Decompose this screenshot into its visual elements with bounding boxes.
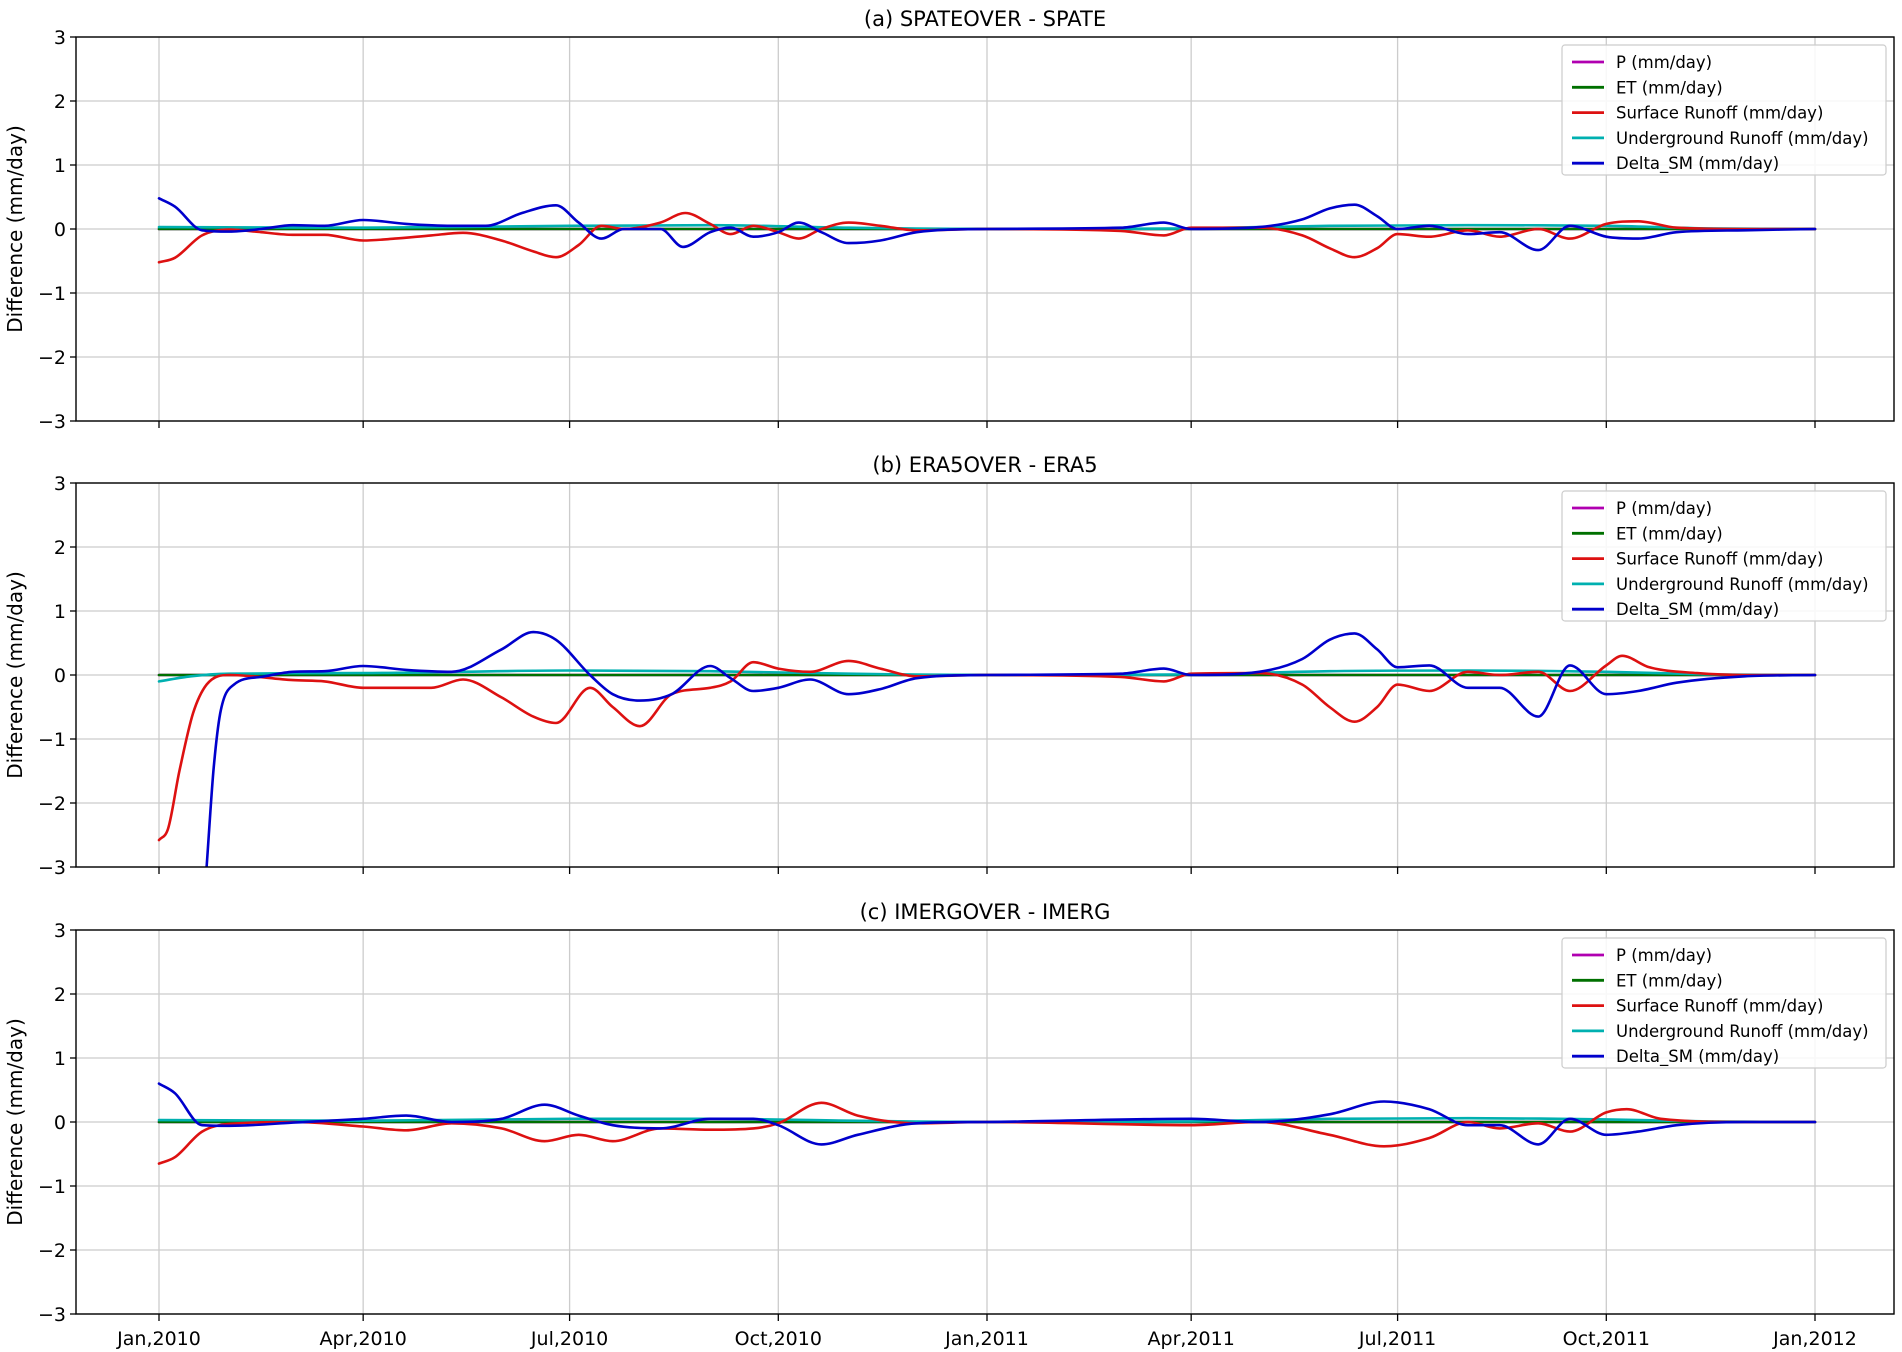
legend-label: Delta_SM (mm/day) bbox=[1616, 1047, 1779, 1067]
y-tick-label: 3 bbox=[54, 27, 66, 49]
axes-frame bbox=[75, 482, 1895, 868]
legend-label: Underground Runoff (mm/day) bbox=[1616, 1022, 1869, 1041]
series-line-sr bbox=[157, 211, 1817, 264]
legend: P (mm/day) ET (mm/day) Surface Runoff (mm/… bbox=[1561, 937, 1887, 1069]
legend-label: ET (mm/day) bbox=[1616, 78, 1723, 97]
series-group bbox=[157, 197, 1817, 264]
y-tick-label: −3 bbox=[38, 857, 66, 879]
panel-title: (b) ERA5OVER - ERA5 bbox=[872, 453, 1097, 477]
y-tick-label: 0 bbox=[54, 665, 66, 687]
y-axis-label: Difference (mm/day) bbox=[3, 1018, 27, 1226]
legend-box bbox=[1561, 44, 1887, 176]
y-axis-label: Difference (mm/day) bbox=[3, 125, 27, 333]
y-tick-label: 0 bbox=[54, 1112, 66, 1134]
y-tick-label: 0 bbox=[54, 219, 66, 241]
panel-title: (c) IMERGOVER - IMERG bbox=[860, 900, 1111, 924]
legend: P (mm/day) ET (mm/day) Surface Runoff (mm/… bbox=[1561, 44, 1887, 176]
panel-title: (a) SPATEOVER - SPATE bbox=[864, 7, 1106, 31]
y-tick-label: −2 bbox=[38, 347, 66, 369]
panel-1: 3 2 1 0 −1 −2 −3 (a) SPATEOVER - SPATE Differenc… bbox=[3, 7, 1895, 433]
legend-box bbox=[1561, 937, 1887, 1069]
y-tick-label: 2 bbox=[54, 91, 66, 113]
x-tick-label: Jul,2010 bbox=[530, 1328, 608, 1350]
x-tick-label: Apr,2010 bbox=[320, 1328, 407, 1350]
axes-frame bbox=[75, 929, 1895, 1315]
series-group bbox=[157, 1082, 1817, 1165]
series-line-dsm bbox=[157, 197, 1817, 252]
x-tick-label: Jan,2011 bbox=[944, 1328, 1029, 1350]
legend-label: ET (mm/day) bbox=[1616, 971, 1723, 990]
y-tick-label: 1 bbox=[54, 601, 66, 623]
y-tick-label: 1 bbox=[54, 1048, 66, 1070]
legend-label: Underground Runoff (mm/day) bbox=[1616, 575, 1869, 594]
series-group bbox=[157, 630, 1817, 867]
y-tick-label: −2 bbox=[38, 793, 66, 815]
x-tick-label: Jan,2010 bbox=[116, 1328, 201, 1350]
legend-label: P (mm/day) bbox=[1616, 499, 1712, 518]
y-tick-label: −1 bbox=[38, 1176, 66, 1198]
y-tick-label: −3 bbox=[38, 1304, 66, 1326]
y-axis-label: Difference (mm/day) bbox=[3, 571, 27, 779]
y-tick-label: −1 bbox=[38, 283, 66, 305]
x-tick-label: Apr,2011 bbox=[1148, 1328, 1235, 1350]
y-tick-label: −3 bbox=[38, 411, 66, 433]
series-line-sr bbox=[157, 654, 1817, 842]
y-tick-label: 2 bbox=[54, 537, 66, 559]
legend-label: Surface Runoff (mm/day) bbox=[1616, 104, 1823, 123]
x-tick-label: Oct,2011 bbox=[1563, 1328, 1650, 1350]
series-line-dsm bbox=[157, 1082, 1817, 1146]
legend-label: Surface Runoff (mm/day) bbox=[1616, 550, 1823, 569]
legend-label: Delta_SM (mm/day) bbox=[1616, 154, 1779, 174]
legend-label: Surface Runoff (mm/day) bbox=[1616, 997, 1823, 1016]
panel-3: 3 2 1 0 −1 −2 −3 Jan,2010 Apr,2010 Jul,2010 Oct,20… bbox=[3, 900, 1895, 1350]
series-line-dsm bbox=[205, 630, 1817, 867]
legend-label: Delta_SM (mm/day) bbox=[1616, 600, 1779, 620]
axes-frame bbox=[75, 36, 1895, 422]
y-tick-label: 3 bbox=[54, 920, 66, 942]
legend-label: Underground Runoff (mm/day) bbox=[1616, 129, 1869, 148]
y-tick-label: 2 bbox=[54, 984, 66, 1006]
y-tick-label: 1 bbox=[54, 155, 66, 177]
legend-box bbox=[1561, 490, 1887, 622]
x-tick-label: Jan,2012 bbox=[1772, 1328, 1857, 1350]
panel-2: 3 2 1 0 −1 −2 −3 (b) ERA5OVER - ERA5 Difference … bbox=[3, 453, 1895, 879]
legend-label: ET (mm/day) bbox=[1616, 524, 1723, 543]
x-tick-label: Jul,2011 bbox=[1358, 1328, 1436, 1350]
x-tick-label: Oct,2010 bbox=[735, 1328, 822, 1350]
legend: P (mm/day) ET (mm/day) Surface Runoff (mm/… bbox=[1561, 490, 1887, 622]
y-tick-label: −2 bbox=[38, 1240, 66, 1262]
legend-label: P (mm/day) bbox=[1616, 53, 1712, 72]
y-tick-label: 3 bbox=[54, 473, 66, 495]
y-tick-label: −1 bbox=[38, 729, 66, 751]
legend-label: P (mm/day) bbox=[1616, 946, 1712, 965]
